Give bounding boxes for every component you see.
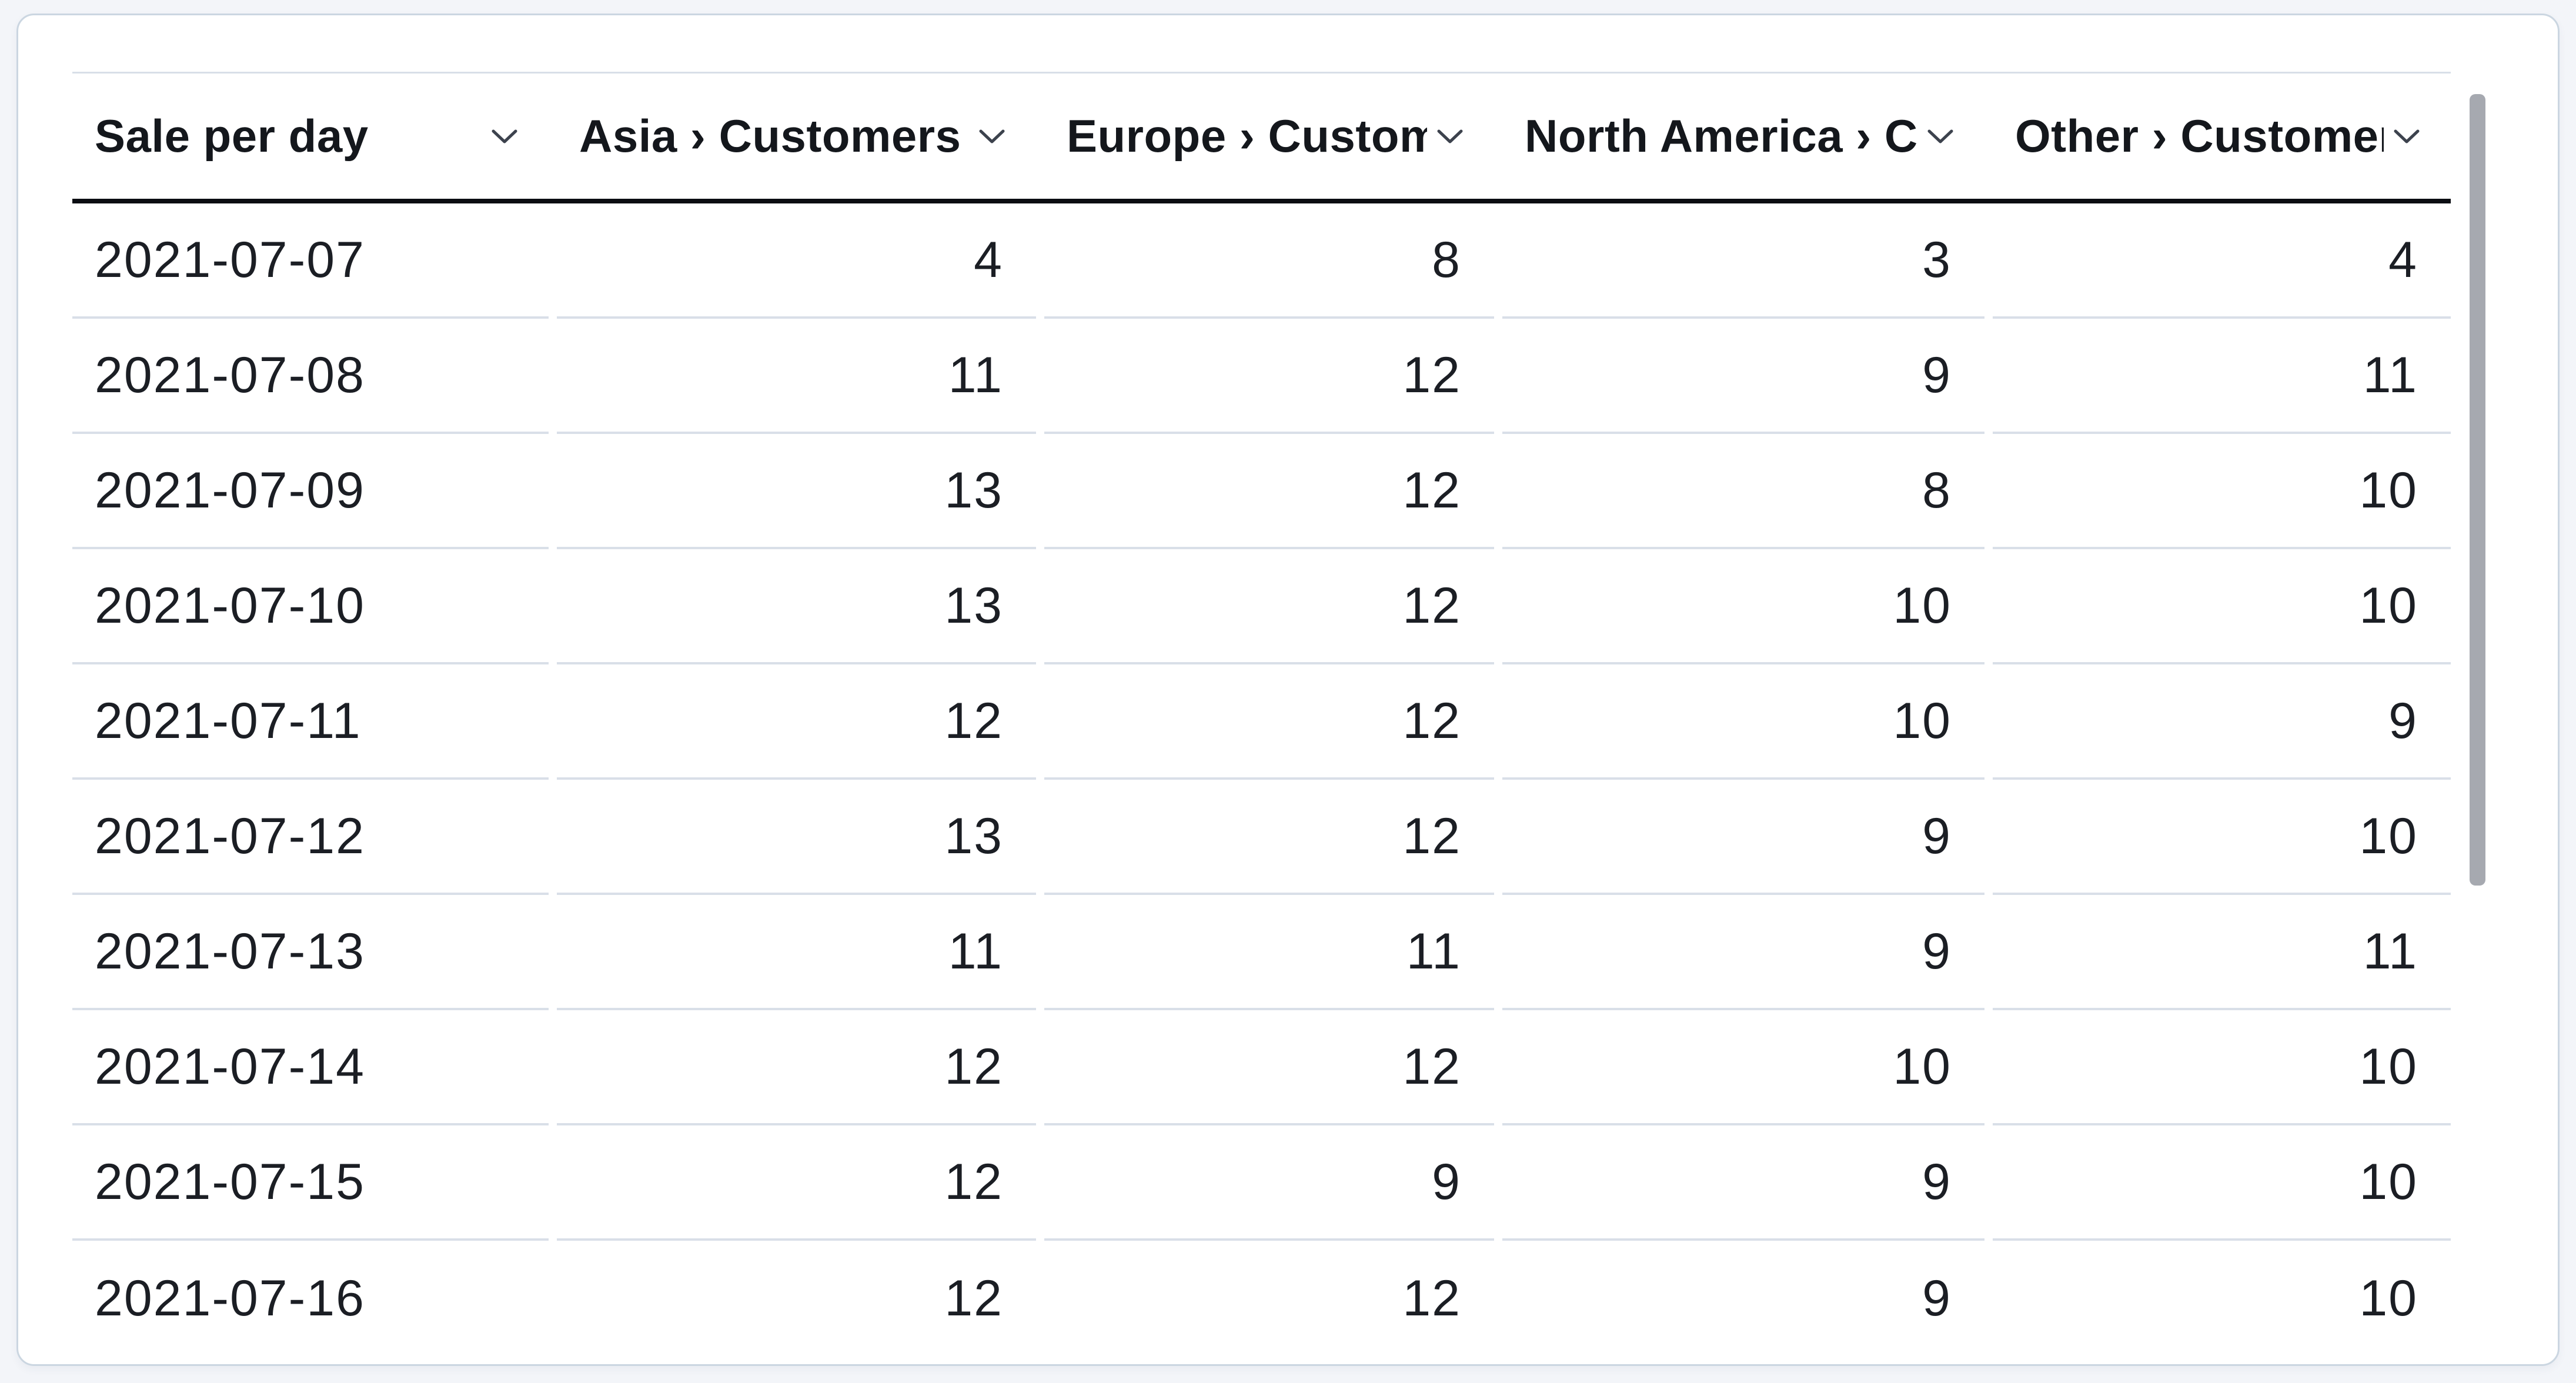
value-cell[interactable]: 4	[557, 203, 1036, 319]
value-cell[interactable]: 12	[1044, 434, 1494, 549]
value-cell[interactable]: 13	[557, 549, 1036, 664]
date-cell[interactable]: 2021-07-16	[95, 1270, 365, 1327]
chevron-down-icon[interactable]	[969, 128, 1005, 145]
value-cell[interactable]: 10	[2359, 1270, 2418, 1327]
value-cell[interactable]: 9	[1922, 1270, 1952, 1327]
date-cell[interactable]: 2021-07-13	[72, 895, 549, 1010]
column-header-label: Europe › Customers	[1067, 110, 1427, 162]
value-cell[interactable]: 4	[1993, 203, 2451, 319]
value-cell[interactable]: 11	[1993, 895, 2451, 1010]
table-row: 2021-07-13 11 11 9 11	[72, 895, 2451, 1010]
value-cell[interactable]: 12	[557, 664, 1036, 780]
value-cell[interactable]: 10	[1502, 549, 1984, 664]
table-row: 2021-07-09 13 12 8 10	[72, 434, 2451, 549]
value-cell[interactable]: 8	[1044, 203, 1494, 319]
vertical-scrollbar-thumb[interactable]	[2470, 94, 2485, 886]
value-cell[interactable]: 9	[1502, 780, 1984, 895]
value-cell[interactable]: 10	[1993, 549, 2451, 664]
column-header-other-customers[interactable]: Other › Customers	[1993, 74, 2451, 199]
sales-table: Sale per day Asia › Customers Europe › C…	[72, 72, 2451, 1356]
chevron-down-icon[interactable]	[2384, 128, 2420, 145]
column-header-europe-customers[interactable]: Europe › Customers	[1044, 74, 1494, 199]
chevron-down-icon[interactable]	[1917, 128, 1954, 145]
value-cell[interactable]: 10	[1993, 434, 2451, 549]
table-body: 2021-07-07 4 8 3 4 2021-07-08 11 12 9 11 2021-07-0…	[72, 203, 2451, 1356]
column-header-label: Sale per day	[95, 110, 369, 162]
value-cell[interactable]: 11	[1044, 895, 1494, 1010]
value-cell[interactable]: 11	[1993, 319, 2451, 434]
value-cell[interactable]: 9	[1502, 895, 1984, 1010]
value-cell[interactable]: 12	[1044, 664, 1494, 780]
table-row: 2021-07-11 12 12 10 9	[72, 664, 2451, 780]
value-cell[interactable]: 11	[557, 895, 1036, 1010]
value-cell[interactable]: 12	[557, 1010, 1036, 1125]
date-cell[interactable]: 2021-07-10	[72, 549, 549, 664]
value-cell[interactable]: 13	[557, 434, 1036, 549]
column-header-sale-per-day[interactable]: Sale per day	[72, 74, 549, 199]
value-cell[interactable]: 13	[557, 780, 1036, 895]
table-row: 2021-07-10 13 12 10 10	[72, 549, 2451, 664]
table-row: 2021-07-15 12 9 9 10	[72, 1125, 2451, 1241]
value-cell[interactable]: 12	[1044, 780, 1494, 895]
column-header-asia-customers[interactable]: Asia › Customers	[557, 74, 1036, 199]
value-cell[interactable]: 12	[1044, 319, 1494, 434]
column-header-label: Other › Customers	[2015, 110, 2384, 162]
value-cell[interactable]: 12	[944, 1270, 1003, 1327]
value-cell[interactable]: 10	[1993, 1125, 2451, 1241]
date-cell[interactable]: 2021-07-12	[72, 780, 549, 895]
value-cell[interactable]: 3	[1502, 203, 1984, 319]
value-cell[interactable]: 10	[1993, 780, 2451, 895]
column-header-label: Asia › Customers	[579, 110, 961, 162]
column-header-label: North America › Customers	[1525, 110, 1917, 162]
value-cell[interactable]: 12	[1044, 1010, 1494, 1125]
column-header-north-america-customers[interactable]: North America › Customers	[1502, 74, 1984, 199]
value-cell[interactable]: 12	[1402, 1270, 1461, 1327]
value-cell[interactable]: 8	[1502, 434, 1984, 549]
date-cell[interactable]: 2021-07-14	[72, 1010, 549, 1125]
value-cell[interactable]: 9	[1502, 1125, 1984, 1241]
chevron-down-icon[interactable]	[482, 128, 518, 145]
value-cell[interactable]: 9	[1044, 1125, 1494, 1241]
date-cell[interactable]: 2021-07-11	[72, 664, 549, 780]
date-cell[interactable]: 2021-07-07	[72, 203, 549, 319]
value-cell[interactable]: 10	[1502, 664, 1984, 780]
header-row: Sale per day Asia › Customers Europe › C…	[72, 72, 2451, 203]
value-cell[interactable]: 12	[557, 1125, 1036, 1241]
value-cell[interactable]: 10	[1502, 1010, 1984, 1125]
value-cell[interactable]: 10	[1993, 1010, 2451, 1125]
table-row: 2021-07-14 12 12 10 10	[72, 1010, 2451, 1125]
value-cell[interactable]: 11	[557, 319, 1036, 434]
table-card: Sale per day Asia › Customers Europe › C…	[16, 14, 2560, 1366]
table-row: 2021-07-12 13 12 9 10	[72, 780, 2451, 895]
date-cell[interactable]: 2021-07-15	[72, 1125, 549, 1241]
chevron-down-icon[interactable]	[1427, 128, 1464, 145]
value-cell[interactable]: 9	[1502, 319, 1984, 434]
table-row: 2021-07-16 12 12 9 10	[72, 1241, 2451, 1356]
date-cell[interactable]: 2021-07-09	[72, 434, 549, 549]
table-row: 2021-07-07 4 8 3 4	[72, 203, 2451, 319]
table-row: 2021-07-08 11 12 9 11	[72, 319, 2451, 434]
date-cell[interactable]: 2021-07-08	[72, 319, 549, 434]
value-cell[interactable]: 12	[1044, 549, 1494, 664]
value-cell[interactable]: 9	[1993, 664, 2451, 780]
